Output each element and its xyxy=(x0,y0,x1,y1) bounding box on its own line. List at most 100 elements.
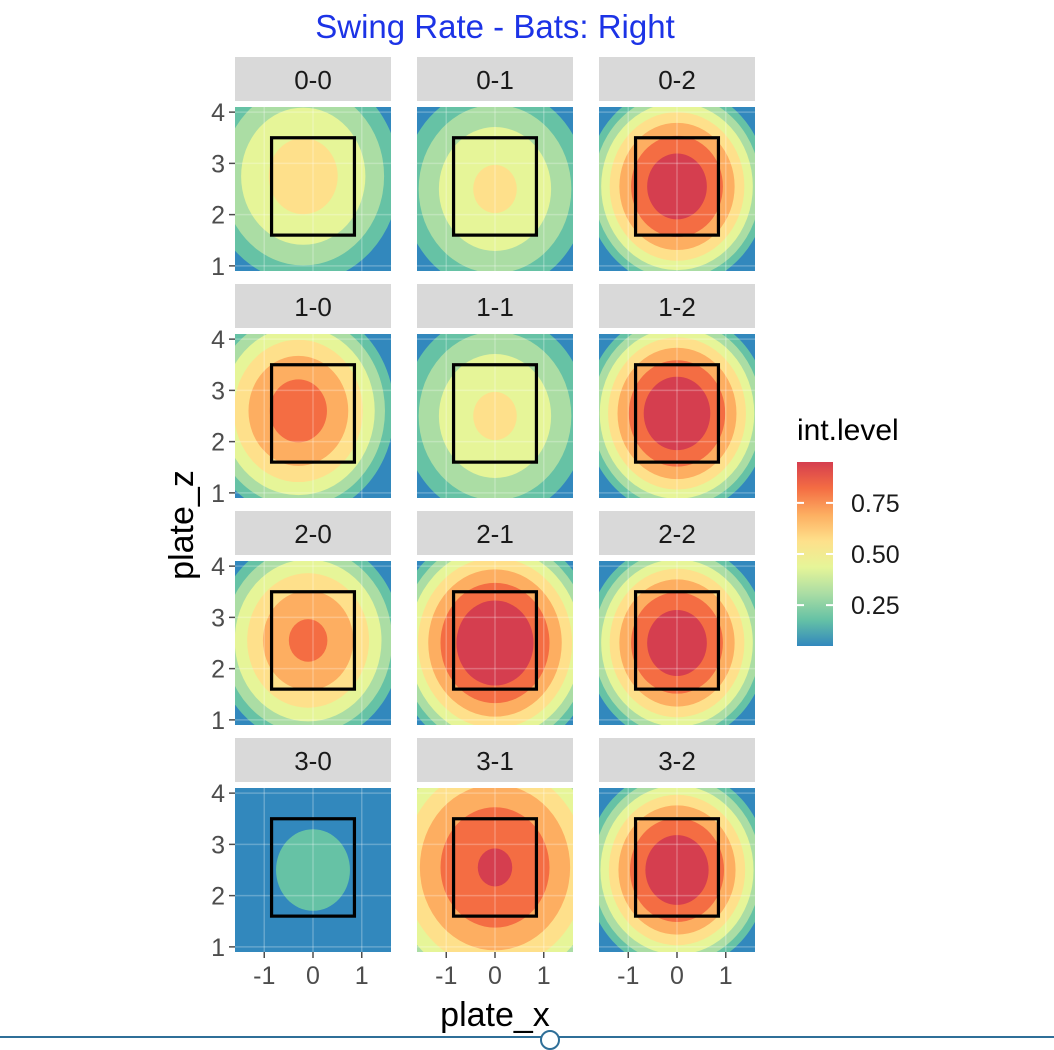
y-tick-label: 2 xyxy=(211,656,225,684)
y-tick-label: 3 xyxy=(211,831,225,859)
facet-panel: 1-2 xyxy=(599,284,755,498)
strike-zone xyxy=(269,590,357,691)
facet-label: 0-2 xyxy=(658,65,696,95)
y-tick-label: 4 xyxy=(211,99,225,127)
strike-zone xyxy=(451,817,539,918)
panel-grid xyxy=(235,561,391,725)
facet-strip xyxy=(417,284,573,328)
contour-band xyxy=(268,138,338,215)
facet-strip xyxy=(235,511,391,555)
contour-band xyxy=(456,600,534,686)
x-tick-label: 0 xyxy=(488,962,502,990)
legend-title: int.level xyxy=(797,414,899,447)
strike-zone xyxy=(269,363,357,464)
facet-label: 2-0 xyxy=(294,519,332,549)
strike-zone xyxy=(633,363,721,464)
panel-grid xyxy=(235,107,391,271)
facet-label: 1-0 xyxy=(294,292,332,322)
facet-strip xyxy=(599,738,755,782)
facet-strip xyxy=(417,57,573,101)
facet-strip xyxy=(599,57,755,101)
facet-panel: 0-1 xyxy=(417,57,573,271)
y-tick-label: 1 xyxy=(211,480,225,508)
panel-grid xyxy=(235,788,391,952)
facet-strip xyxy=(235,738,391,782)
y-tick-label: 3 xyxy=(211,150,225,178)
legend-tick-label: 0.50 xyxy=(851,541,900,569)
panel-grid xyxy=(417,107,573,271)
y-tick-label: 2 xyxy=(211,202,225,230)
facet-panel: 1-1 xyxy=(417,284,573,498)
facet-panel: 3-1 -1 0 1 xyxy=(417,738,573,990)
facet-strip xyxy=(599,284,755,328)
y-tick-label: 2 xyxy=(211,883,225,911)
strike-zone xyxy=(633,817,721,918)
facet-panel: 3-2 -1 0 1 xyxy=(599,738,755,990)
x-tick-label: 1 xyxy=(355,962,369,990)
facet-label: 0-0 xyxy=(294,65,332,95)
y-tick-label: 4 xyxy=(211,780,225,808)
y-tick-label: 3 xyxy=(211,377,225,405)
contour-band xyxy=(269,379,327,443)
resize-handle[interactable] xyxy=(540,1030,560,1050)
y-tick-label: 3 xyxy=(211,604,225,632)
y-tick-label: 4 xyxy=(211,326,225,354)
facet-label: 3-0 xyxy=(294,746,332,776)
contour-band xyxy=(477,848,513,887)
x-tick-label: 0 xyxy=(306,962,320,990)
strike-zone xyxy=(451,136,539,237)
strike-zone xyxy=(451,590,539,691)
x-tick-label: -1 xyxy=(617,962,639,990)
contour-band xyxy=(276,829,350,911)
facet-label: 1-1 xyxy=(476,292,514,322)
panel-grid xyxy=(599,107,755,271)
strike-zone xyxy=(633,590,721,691)
y-tick-label: 1 xyxy=(211,253,225,281)
facet-label: 1-2 xyxy=(658,292,696,322)
contour-band xyxy=(643,376,711,451)
legend: int.level 0.25 0.50 0.75 xyxy=(797,414,900,646)
x-tick-label: 0 xyxy=(670,962,684,990)
strike-zone xyxy=(269,817,357,918)
panel-grid xyxy=(599,788,755,952)
contour-band xyxy=(647,610,707,676)
y-tick-label: 1 xyxy=(211,707,225,735)
facet-panel: 2-2 xyxy=(599,511,755,725)
x-tick-label: -1 xyxy=(435,962,457,990)
panel-grid xyxy=(235,334,391,498)
y-tick-label: 2 xyxy=(211,429,225,457)
facet-panel: 0-0 1 2 3 4 xyxy=(211,57,391,281)
panel-grid xyxy=(417,788,573,952)
contour-band xyxy=(473,391,517,441)
contour-band xyxy=(647,153,707,220)
x-axis-label: plate_x xyxy=(440,996,550,1034)
contour-band xyxy=(645,835,709,905)
x-tick-label: 1 xyxy=(719,962,733,990)
y-tick-label: 1 xyxy=(211,934,225,962)
legend-tick-label: 0.75 xyxy=(851,490,900,518)
facet-strip xyxy=(235,57,391,101)
facet-panel: 2-1 xyxy=(417,511,573,725)
y-axis-label: plate_z xyxy=(163,470,201,580)
x-tick-label: -1 xyxy=(253,962,275,990)
strike-zone xyxy=(269,136,357,237)
facet-panel: 1-0 1 2 3 4 xyxy=(211,284,391,508)
y-tick-label: 4 xyxy=(211,553,225,581)
facet-label: 3-1 xyxy=(476,746,514,776)
facet-label: 2-1 xyxy=(476,519,514,549)
panel-grid xyxy=(417,561,573,725)
strike-zone xyxy=(451,363,539,464)
facet-label: 2-2 xyxy=(658,519,696,549)
panel-grid xyxy=(599,561,755,725)
x-tick-label: 1 xyxy=(537,962,551,990)
facet-label: 0-1 xyxy=(476,65,514,95)
facet-panel: 0-2 xyxy=(599,57,755,271)
facet-panel: 3-0 1 2 3 4 -1 0 1 xyxy=(211,738,391,990)
facet-strip xyxy=(417,511,573,555)
facet-strip xyxy=(235,284,391,328)
facet-panel: 2-0 1 2 3 4 xyxy=(211,511,391,735)
facet-label: 3-2 xyxy=(658,746,696,776)
legend-tick-label: 0.25 xyxy=(851,592,900,620)
